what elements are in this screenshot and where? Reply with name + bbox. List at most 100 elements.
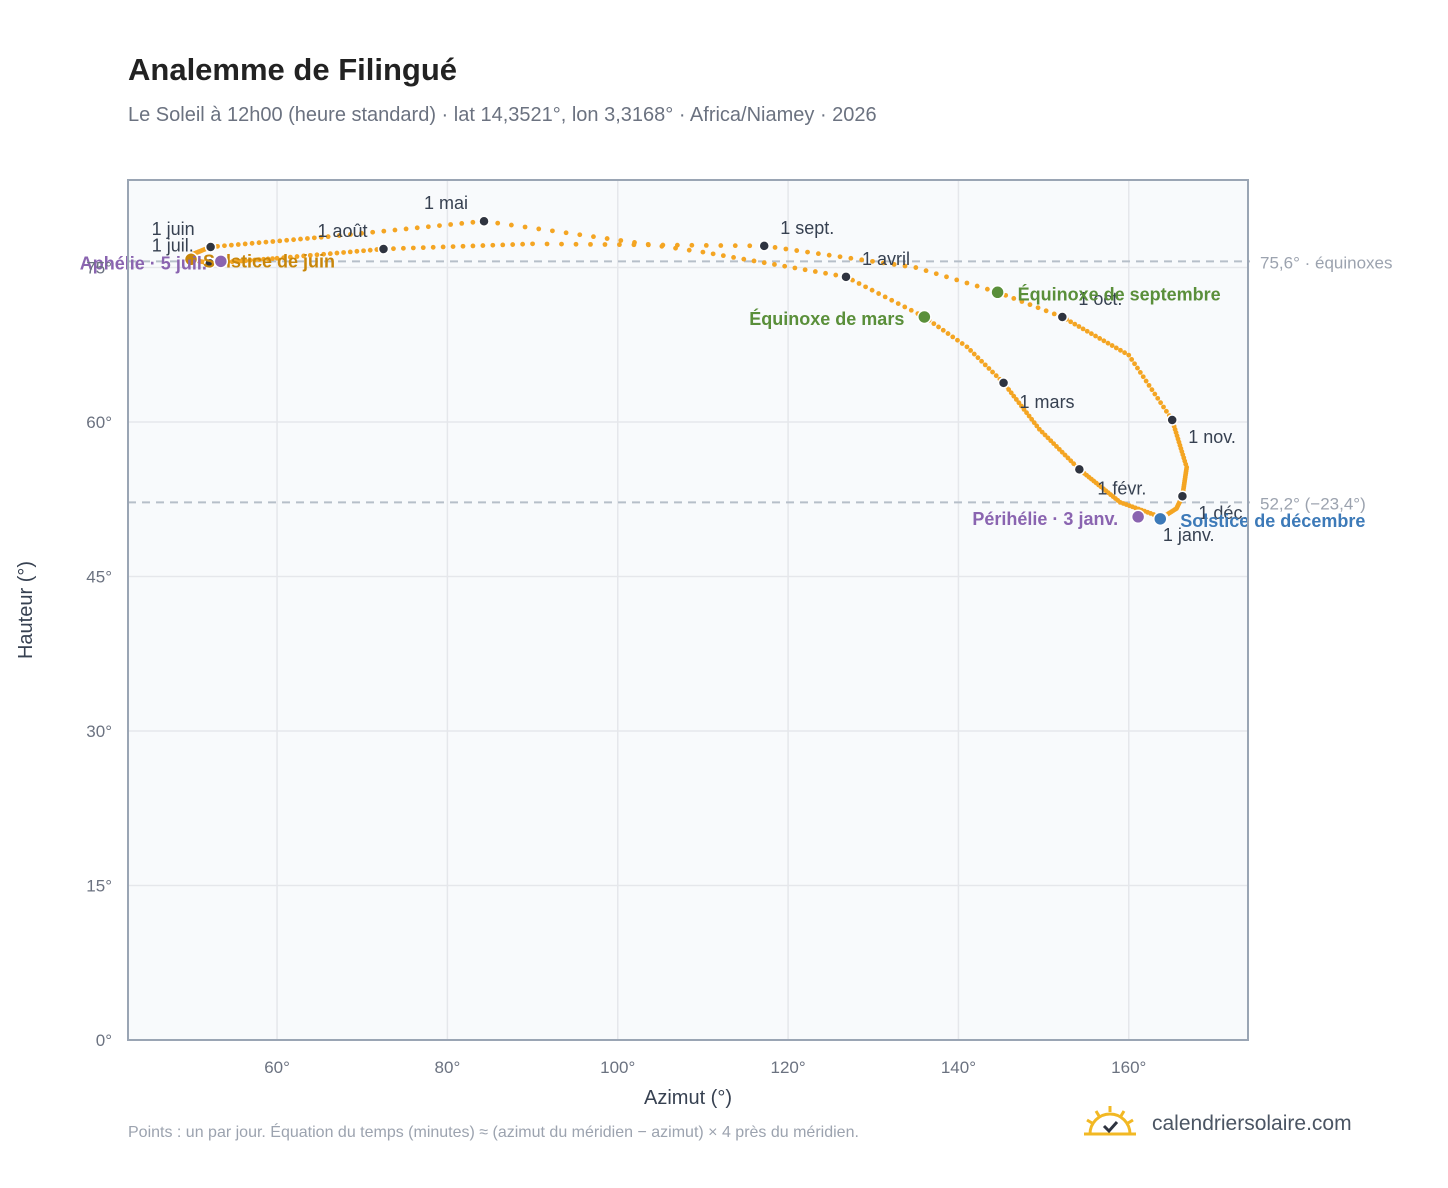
daily-point xyxy=(559,241,564,247)
daily-point xyxy=(703,243,709,248)
month-label: 1 févr. xyxy=(1097,478,1146,498)
y-tick-label: 60° xyxy=(86,413,112,432)
daily-point xyxy=(238,258,244,264)
daily-point xyxy=(747,243,753,249)
daily-point xyxy=(500,242,506,248)
daily-point xyxy=(1068,319,1074,325)
daily-point xyxy=(986,366,992,371)
daily-point xyxy=(1051,311,1057,317)
daily-point xyxy=(410,245,416,251)
daily-point xyxy=(265,256,271,262)
daily-point xyxy=(520,241,526,247)
month-label: 1 avril xyxy=(862,249,910,269)
daily-point xyxy=(1035,305,1041,311)
daily-point xyxy=(990,369,995,375)
daily-point xyxy=(247,257,253,263)
daily-point xyxy=(968,348,973,353)
brand[interactable]: calendriersolaire.com xyxy=(1082,1104,1382,1144)
month-label: 1 sept. xyxy=(780,218,834,238)
daily-point xyxy=(1027,302,1033,308)
plot-frame xyxy=(127,179,1249,1041)
daily-point xyxy=(870,258,875,264)
daily-point xyxy=(1109,343,1115,348)
daily-point xyxy=(837,254,843,260)
daily-point xyxy=(242,241,248,247)
daily-point xyxy=(826,252,832,258)
daily-point xyxy=(1155,395,1161,401)
daily-point xyxy=(974,283,980,289)
daily-point xyxy=(430,244,436,250)
daily-point xyxy=(1140,374,1146,380)
daily-point xyxy=(298,236,303,242)
daily-point xyxy=(602,242,608,247)
daily-point xyxy=(1006,387,1012,392)
x-tick-label: 60° xyxy=(264,1058,290,1077)
daily-point xyxy=(945,331,951,336)
daily-point xyxy=(1132,361,1137,367)
month-marker xyxy=(1073,463,1086,476)
daily-point xyxy=(307,252,313,258)
daily-point xyxy=(327,251,333,257)
daily-point xyxy=(1135,365,1140,371)
daily-point xyxy=(1164,408,1169,414)
daily-point xyxy=(882,294,888,300)
daily-point xyxy=(420,245,426,251)
event-label: Équinoxe de mars xyxy=(749,308,904,329)
month-marker xyxy=(1176,490,1189,502)
daily-point xyxy=(1093,333,1098,339)
daily-point xyxy=(1105,340,1111,346)
daily-point xyxy=(256,257,262,263)
daily-point xyxy=(318,234,324,240)
daily-point xyxy=(577,232,583,238)
daily-point xyxy=(1113,345,1119,351)
daily-point xyxy=(772,245,778,250)
daily-point xyxy=(794,248,800,253)
daily-point xyxy=(1011,296,1017,301)
event-label: Solstice de juin xyxy=(203,251,335,271)
y-tick-label: 30° xyxy=(86,722,112,741)
daily-point xyxy=(686,247,692,253)
daily-point xyxy=(1019,299,1025,304)
daily-point xyxy=(277,238,283,244)
daily-point xyxy=(1016,400,1022,406)
daily-point xyxy=(689,242,695,248)
daily-point xyxy=(544,241,550,247)
daily-point xyxy=(1084,328,1090,334)
daily-point xyxy=(1146,382,1152,388)
daily-point xyxy=(1031,420,1037,426)
daily-point xyxy=(1021,406,1027,412)
brand-name: calendriersolaire.com xyxy=(1152,1112,1352,1135)
y-axis-title: Hauteur (°) xyxy=(15,561,37,659)
daily-point xyxy=(1149,387,1155,393)
daily-point xyxy=(933,271,939,277)
daily-point xyxy=(448,222,454,227)
daily-point xyxy=(490,242,496,248)
daily-point xyxy=(761,260,767,266)
month-label: 1 mars xyxy=(1020,392,1075,412)
daily-point xyxy=(1024,410,1029,416)
month-label: 1 mai xyxy=(424,193,468,213)
daily-point xyxy=(812,269,818,274)
daily-point xyxy=(270,256,275,262)
daily-point xyxy=(631,242,637,248)
daily-point xyxy=(440,244,446,250)
x-tick-label: 100° xyxy=(600,1058,635,1077)
month-marker xyxy=(1056,311,1069,323)
daily-point xyxy=(1013,397,1019,402)
daily-point xyxy=(228,242,234,248)
daily-point xyxy=(869,287,875,293)
daily-point xyxy=(495,220,501,226)
daily-point xyxy=(470,243,476,249)
y-tick-label: 75° xyxy=(86,259,112,278)
daily-point xyxy=(902,263,908,269)
daily-point xyxy=(281,255,287,261)
daily-point xyxy=(792,265,798,271)
event-label: Solstice de décembre xyxy=(1180,511,1365,531)
daily-point xyxy=(964,344,970,350)
daily-point xyxy=(336,233,342,238)
daily-point xyxy=(243,258,249,264)
daily-point xyxy=(256,240,262,246)
daily-point xyxy=(1161,404,1166,410)
axes: 60° 80° 100° 120° 140° 160° 0° 15° 30° 45° 60° 75° xyxy=(86,179,1249,1077)
daily-point xyxy=(718,243,724,248)
